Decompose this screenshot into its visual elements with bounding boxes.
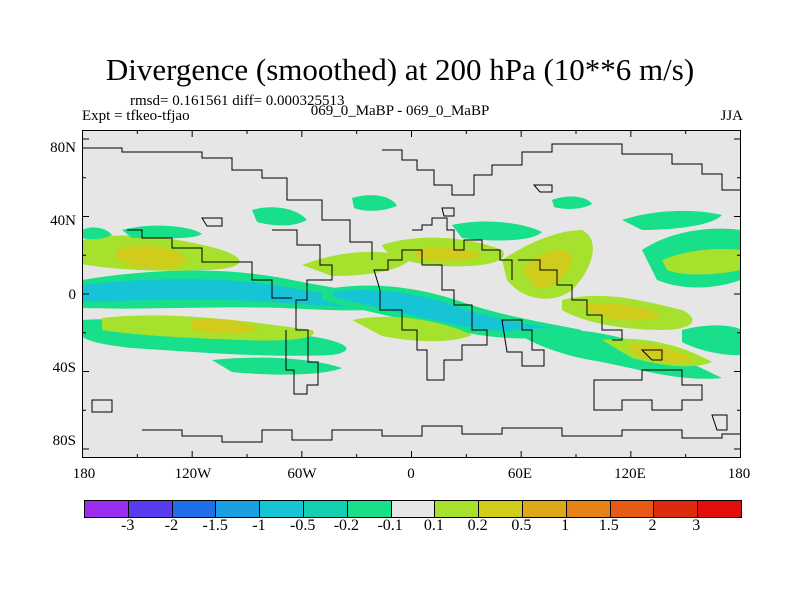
- field-region: [622, 210, 722, 230]
- colorbar-label: 2: [648, 517, 657, 534]
- field-region: [115, 245, 187, 269]
- colorbar-label: 1: [561, 517, 570, 534]
- field-region: [412, 247, 482, 261]
- colorbar-swatch: [610, 501, 655, 517]
- colorbar-swatch: [566, 501, 611, 517]
- coastline-segment: [501, 319, 545, 367]
- divergence-map: [82, 130, 741, 458]
- lat-label-40n: 40N: [50, 213, 76, 229]
- colorbar-label: -2: [164, 517, 179, 534]
- lat-label-40s: 40S: [52, 360, 76, 376]
- colorbar-swatch: [172, 501, 217, 517]
- colorbar-label: 0.5: [511, 517, 532, 534]
- coastline-segment: [82, 147, 373, 260]
- colorbar-swatch: [522, 501, 567, 517]
- colorbar-label: 1.5: [598, 517, 619, 534]
- colorbar-swatch: [303, 501, 348, 517]
- colorbar-label: -3: [121, 517, 135, 534]
- coastline-segment: [711, 414, 728, 431]
- coastline-segment: [91, 399, 113, 413]
- colorbar-label: 3: [692, 517, 701, 534]
- colorbar-swatch: [85, 501, 129, 517]
- colorbar-swatch: [654, 501, 699, 517]
- rmsd-diff-stats: rmsd= 0.161561 diff= 0.000325513: [130, 93, 345, 109]
- colorbar-swatch: [435, 501, 480, 517]
- colorbar-label: -0.5: [289, 517, 316, 534]
- coastline-segment: [532, 184, 553, 193]
- field-region: [352, 316, 472, 342]
- season-label: JJA: [720, 108, 743, 124]
- lat-label-equator: 0: [68, 287, 77, 303]
- field-region: [352, 195, 397, 211]
- coastline-segment: [518, 259, 623, 341]
- lon-label-60w: 60W: [287, 466, 317, 482]
- coastline-segment: [272, 229, 333, 395]
- colorbar-label: 0.2: [467, 517, 488, 534]
- field-region: [627, 344, 694, 363]
- field-region: [682, 325, 741, 356]
- coastline-segment: [373, 249, 488, 381]
- colorbar-swatch: [479, 501, 523, 517]
- coastline-segment: [412, 217, 513, 280]
- coastline-segment: [441, 207, 455, 217]
- lon-label-120e: 120E: [614, 466, 646, 482]
- divergence-field-shading: [82, 195, 741, 379]
- lon-label-0: 0: [407, 466, 415, 482]
- lat-label-80n: 80N: [50, 140, 76, 156]
- colorbar-label: -0.1: [377, 517, 403, 534]
- field-region: [332, 289, 552, 332]
- field-region: [552, 196, 592, 209]
- colorbar-swatch: [216, 501, 261, 517]
- field-region: [192, 318, 257, 334]
- lon-label-180e: 180: [727, 466, 751, 482]
- coastlines: [82, 143, 741, 443]
- lon-label-120w: 120W: [174, 466, 212, 482]
- field-region: [82, 227, 112, 240]
- coastline-segment: [640, 349, 663, 361]
- colorbar-swatch: [260, 501, 304, 517]
- colorbar: [84, 500, 742, 518]
- coastline-segment: [382, 143, 741, 196]
- coastline-segment: [201, 217, 223, 227]
- colorbar-label: -0.2: [333, 517, 360, 534]
- map-title: Divergence (smoothed) at 200 hPa (10**6 …: [105, 52, 695, 87]
- colorbar-label: -1.5: [202, 517, 228, 534]
- colorbar-swatch: [391, 501, 436, 517]
- experiment-label: Expt = tfkeo-tfjao: [82, 108, 190, 124]
- comparison-label: 069_0_MaBP - 069_0_MaBP: [310, 103, 490, 119]
- colorbar-swatch: [698, 501, 741, 517]
- coastline-segment: [593, 369, 703, 411]
- lat-label-80s: 80S: [52, 433, 76, 449]
- lon-label-60e: 60E: [507, 466, 533, 482]
- colorbar-label: -1: [252, 517, 266, 534]
- colorbar-label: 0.1: [423, 517, 444, 534]
- map-ticks: [82, 130, 741, 458]
- colorbar-swatch: [128, 501, 173, 517]
- field-region: [662, 249, 741, 275]
- lon-label-180w: 180: [72, 466, 96, 482]
- coastline-segment: [127, 229, 292, 299]
- colorbar-swatch: [347, 501, 392, 517]
- field-region: [252, 207, 307, 226]
- coastline-segment: [142, 425, 741, 443]
- field-region: [512, 328, 722, 379]
- field-region: [452, 221, 542, 241]
